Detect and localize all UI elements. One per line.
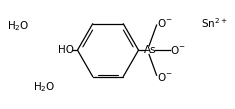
Text: As: As (144, 45, 156, 55)
Text: O$^{-}$: O$^{-}$ (157, 71, 172, 83)
Text: H$_2$O: H$_2$O (33, 80, 55, 94)
Text: Sn$^{2+}$: Sn$^{2+}$ (201, 16, 227, 30)
Text: HO: HO (58, 45, 74, 55)
Text: O$^{-}$: O$^{-}$ (157, 17, 172, 29)
Text: O$^{-}$: O$^{-}$ (170, 44, 186, 56)
Text: H$_2$O: H$_2$O (7, 19, 30, 33)
